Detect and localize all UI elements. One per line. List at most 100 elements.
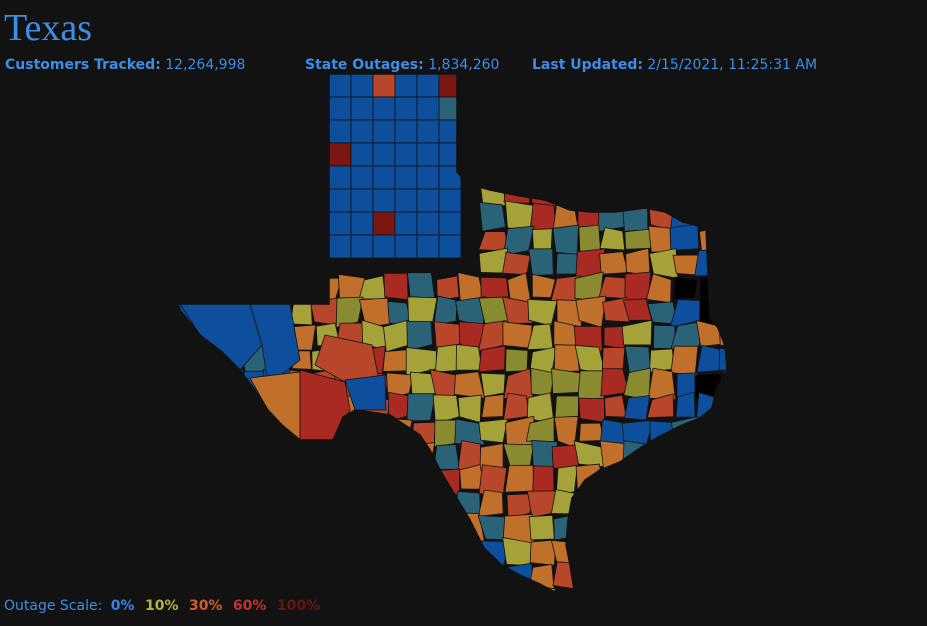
county-cell — [646, 511, 679, 544]
legend-item-100: 100% — [276, 598, 321, 614]
county-cell — [573, 440, 605, 468]
last-updated-value: 2/15/2021, 11:25:31 AM — [647, 57, 818, 73]
county-cell — [189, 272, 217, 302]
page-title: Texas — [4, 7, 93, 49]
county-cell — [416, 211, 440, 236]
county-cell — [508, 562, 535, 592]
county-cell — [407, 296, 438, 325]
county-cell — [552, 224, 579, 256]
county-cell — [438, 234, 462, 259]
county-cell — [438, 188, 462, 213]
county-cell — [456, 584, 482, 592]
legend-label: Outage Scale: — [4, 598, 103, 614]
county-cell — [597, 179, 630, 203]
county-cell — [312, 492, 342, 520]
county-cell — [313, 564, 342, 591]
county-cell — [386, 586, 414, 592]
county-cell — [693, 202, 721, 228]
county-cell — [502, 321, 533, 349]
county-cell — [502, 251, 531, 276]
county-cell — [238, 273, 270, 300]
county-cell — [478, 345, 506, 373]
county-cell — [372, 211, 396, 236]
customers-tracked-value: 12,264,998 — [165, 57, 246, 73]
county-cell — [416, 96, 440, 121]
county-cell — [328, 119, 352, 144]
county-cell — [359, 562, 388, 590]
county-cell — [262, 276, 294, 302]
county-cell — [647, 441, 675, 472]
county-cell — [625, 465, 654, 495]
county-cell — [526, 584, 556, 592]
outage-scale-legend: Outage Scale: 0% 10% 30% 60% 100% — [4, 597, 326, 615]
county-cell — [532, 465, 555, 495]
county-cell — [576, 584, 606, 592]
county-cell — [328, 142, 352, 167]
county-cell — [482, 590, 510, 592]
state-border — [176, 73, 728, 593]
county-cell — [394, 119, 418, 144]
county-cell — [416, 165, 440, 190]
county-cell — [528, 248, 554, 277]
county-cell — [699, 296, 725, 327]
county-cell — [554, 590, 580, 592]
county-cell — [334, 566, 363, 592]
county-cell — [575, 463, 605, 496]
county-cell — [481, 565, 506, 585]
county-cell — [310, 513, 341, 542]
county-cell — [314, 465, 342, 492]
county-cell — [478, 418, 508, 444]
county-cell — [627, 491, 649, 518]
county-cell — [178, 466, 197, 497]
county-cell — [697, 587, 722, 592]
county-cell — [506, 493, 534, 520]
county-cell — [434, 343, 462, 373]
county-cell — [416, 188, 440, 213]
county-cell — [431, 589, 462, 592]
county-cell — [394, 188, 418, 213]
county-cell — [214, 272, 243, 303]
county-cell — [669, 563, 697, 586]
legend-item-60: 60% — [232, 598, 267, 614]
county-cell — [362, 417, 390, 449]
county-cell — [573, 325, 603, 352]
county-cell — [599, 227, 626, 251]
county-cell — [290, 442, 319, 470]
county-cell — [372, 119, 396, 144]
county-cell — [502, 296, 534, 325]
county-cell — [192, 416, 223, 446]
county-cell — [455, 344, 483, 371]
county-cell — [333, 583, 366, 592]
county-cell — [383, 272, 409, 301]
county-cell — [350, 211, 374, 236]
county-cell — [238, 441, 269, 472]
county-cell — [385, 468, 412, 496]
county-cell — [675, 583, 700, 592]
county-cell — [479, 201, 506, 232]
county-cell — [190, 487, 217, 514]
county-cell — [457, 562, 486, 589]
county-cell — [478, 464, 508, 496]
county-cell — [672, 440, 703, 471]
county-cell — [406, 491, 435, 521]
county-cell — [394, 96, 418, 121]
county-cell — [192, 561, 220, 592]
county-cell — [699, 536, 722, 566]
county-cell — [720, 539, 727, 569]
county-cell — [604, 394, 627, 418]
county-cell — [190, 535, 217, 567]
state-outages-label: State Outages: — [305, 57, 424, 73]
county-cell — [724, 177, 727, 202]
county-cell — [242, 416, 265, 446]
county-layer — [178, 74, 727, 592]
county-cell — [286, 562, 318, 591]
county-cell — [350, 142, 374, 167]
county-cell — [382, 561, 411, 590]
county-cell — [416, 234, 440, 259]
county-cell — [239, 490, 268, 519]
county-cell — [438, 211, 462, 236]
county-cell — [553, 513, 578, 541]
county-cell — [717, 249, 727, 281]
county-cell — [394, 234, 418, 259]
